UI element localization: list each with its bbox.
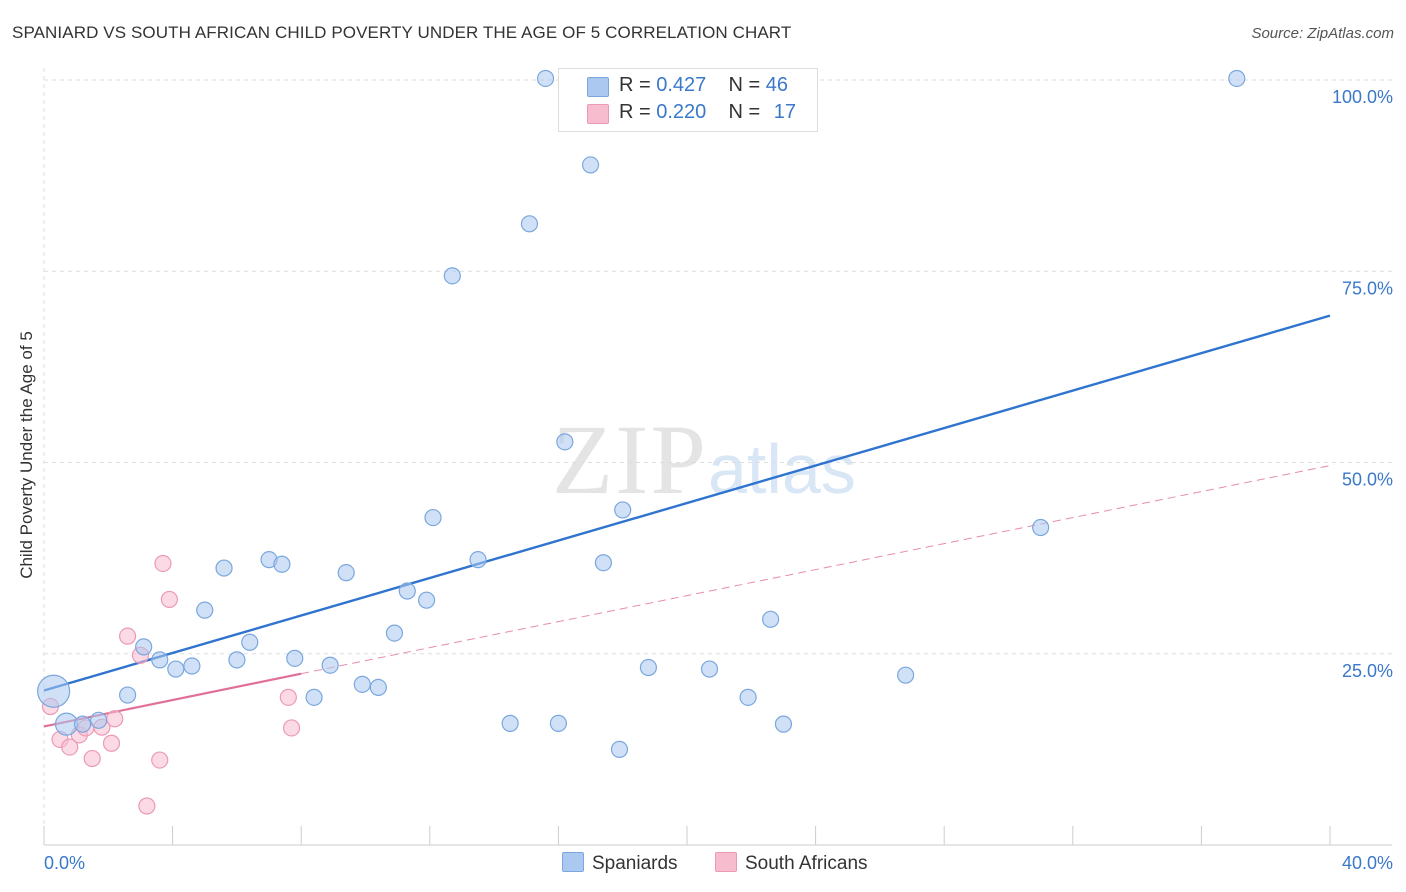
legend-label-spaniards: Spaniards xyxy=(592,853,678,874)
legend-swatch-spaniards xyxy=(562,852,584,872)
chart-title: SPANIARD VS SOUTH AFRICAN CHILD POVERTY … xyxy=(12,23,792,42)
legend-label-south-africans: South Africans xyxy=(745,853,868,874)
spaniards-point xyxy=(167,660,185,678)
spaniards-point xyxy=(305,688,323,706)
spaniards-point xyxy=(196,601,214,619)
spaniards-point xyxy=(73,715,92,733)
spaniards-point xyxy=(215,559,233,577)
spaniards-point xyxy=(739,688,757,706)
spaniards-point xyxy=(1228,69,1246,88)
spaniards-point xyxy=(398,582,416,600)
south-africans-point xyxy=(118,627,137,645)
spaniards-point xyxy=(1032,518,1050,537)
spaniards-point xyxy=(520,215,539,233)
south-africans-point xyxy=(160,590,178,609)
south-africans-point xyxy=(61,738,79,756)
spaniards-point xyxy=(37,674,71,708)
spaniards-point xyxy=(549,714,568,732)
spaniards-points xyxy=(37,69,1246,758)
legend-swatch-spaniards xyxy=(587,77,609,97)
spaniards-point xyxy=(183,657,201,675)
spaniards-point xyxy=(90,711,108,729)
legend-row-south-africans: R = 0.220 N = 17 xyxy=(619,101,796,124)
south-africans-point xyxy=(138,797,156,815)
spaniards-point xyxy=(417,591,436,609)
spaniards-point xyxy=(774,715,793,733)
spaniards-point xyxy=(385,624,404,642)
spaniards-point xyxy=(501,714,519,732)
south-africans-point xyxy=(282,719,301,737)
y-tick-label: 100.0% xyxy=(1332,87,1393,107)
legend-swatch-south-africans xyxy=(587,104,609,124)
spaniards-point xyxy=(700,660,719,678)
spaniards-point xyxy=(151,651,169,669)
source-credit: Source: ZipAtlas.com xyxy=(1251,25,1394,42)
legend-r-value: 0.220 xyxy=(656,101,707,123)
spaniards-point xyxy=(228,651,246,669)
legend-r-label: R = xyxy=(619,74,651,96)
spaniards-point xyxy=(369,678,387,697)
spaniards-point xyxy=(135,638,153,656)
watermark-atlas: atlas xyxy=(708,430,856,508)
spaniards-point xyxy=(761,610,780,628)
legend-r-label: R = xyxy=(619,101,651,123)
legend-n-label: N = xyxy=(728,101,761,123)
spaniards-point xyxy=(286,649,304,667)
legend-n-value: 46 xyxy=(765,74,789,96)
y-tick-label: 25.0% xyxy=(1342,661,1393,681)
grid-lines xyxy=(43,68,1392,845)
spaniards-point xyxy=(469,551,487,569)
south-africans-point xyxy=(154,554,172,573)
spaniards-point xyxy=(556,433,574,451)
x-tick-label: 0.0% xyxy=(44,853,85,873)
south-africans-point xyxy=(151,751,169,769)
spaniards-point xyxy=(536,69,555,88)
legend-row-spaniards: R = 0.427 N = 46 xyxy=(619,74,788,97)
south-africans-point xyxy=(106,710,124,728)
legend-item-south-africans[interactable]: South Africans xyxy=(715,852,868,875)
spaniards-point xyxy=(273,555,291,573)
south-africans-point xyxy=(279,688,297,706)
x-tick-label: 40.0% xyxy=(1342,853,1393,873)
spaniards-point xyxy=(443,267,461,285)
spaniards-point xyxy=(594,554,613,572)
watermark-zip: ZIP xyxy=(552,404,708,515)
south-africans-trend-dashed xyxy=(301,465,1331,675)
y-tick-labels: 25.0% 50.0% 75.0% 100.0% xyxy=(1332,87,1393,681)
south-africans-point xyxy=(83,749,101,768)
legend-n-value: 17 xyxy=(773,101,797,123)
south-africans-point xyxy=(102,734,121,752)
spaniards-point xyxy=(581,156,600,174)
spaniards-point xyxy=(639,658,658,677)
legend-n-label: N = xyxy=(728,74,761,96)
y-tick-label: 75.0% xyxy=(1342,278,1393,298)
south-africans-points xyxy=(41,554,301,815)
watermark: ZIPatlas xyxy=(552,402,856,517)
spaniards-point xyxy=(424,508,442,527)
legend-swatch-south-africans xyxy=(715,852,737,872)
spaniards-point xyxy=(337,564,355,582)
legend-item-spaniards[interactable]: Spaniards xyxy=(562,852,678,875)
y-tick-label: 50.0% xyxy=(1342,470,1393,490)
spaniards-trend-line xyxy=(43,314,1331,692)
spaniards-point xyxy=(321,656,339,674)
stats-legend: R = 0.427 N = 46 R = 0.220 N = 17 xyxy=(558,68,818,132)
spaniards-point xyxy=(897,666,915,684)
spaniards-point xyxy=(241,633,259,651)
x-ticks xyxy=(43,826,1331,845)
legend-r-value: 0.427 xyxy=(656,74,707,96)
spaniards-point xyxy=(353,675,371,693)
spaniards-point xyxy=(610,740,629,758)
spaniards-point xyxy=(614,501,632,519)
x-tick-labels: 0.0% 40.0% xyxy=(44,853,1393,873)
spaniards-point xyxy=(118,686,137,704)
